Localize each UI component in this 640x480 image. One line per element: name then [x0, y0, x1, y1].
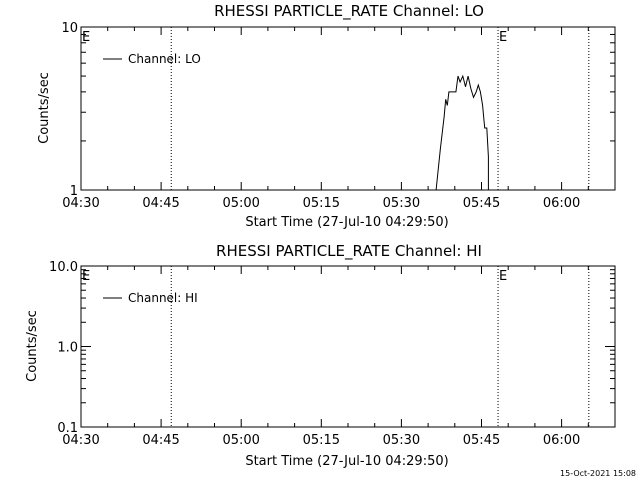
x-tick-label: 05:15 [303, 433, 340, 448]
panel-hi-legend-label: Channel: HI [128, 291, 198, 305]
x-tick-label: 05:45 [463, 433, 500, 448]
y-tick-label: 1 [70, 184, 78, 199]
x-tick-label: 05:30 [383, 433, 420, 448]
x-tick-label: 04:30 [62, 433, 99, 448]
panel-lo-ylabel: Counts/sec [37, 72, 52, 144]
panel-lo-title: RHESSI PARTICLE_RATE Channel: LO [214, 2, 484, 21]
panel-hi-ylabel: Counts/sec [25, 310, 40, 382]
x-tick-label: 06:00 [543, 196, 580, 211]
event-marker: E [499, 269, 507, 284]
x-tick-label: 05:45 [463, 196, 500, 211]
y-tick-label: 1.0 [57, 341, 78, 356]
event-marker: E [499, 30, 507, 45]
x-tick-label: 04:45 [142, 433, 179, 448]
x-tick-label: 05:15 [303, 196, 340, 211]
panel-hi-title: RHESSI PARTICLE_RATE Channel: HI [216, 242, 482, 261]
y-tick-label: 0.1 [57, 421, 78, 436]
panel-lo-legend-label: Channel: LO [128, 52, 201, 66]
panel-hi-xlabel: Start Time (27-Jul-10 04:29:50) [245, 454, 448, 469]
x-tick-label: 05:00 [222, 196, 259, 211]
panel-hi: RHESSI PARTICLE_RATE Channel: HI Counts/… [25, 242, 616, 469]
event-marker: E [82, 30, 90, 45]
y-tick-label: 10.0 [49, 260, 78, 275]
timestamp: 15-Oct-2021 15:08 [560, 469, 636, 478]
series-line-channello [435, 74, 489, 191]
x-tick-label: 04:45 [142, 196, 179, 211]
y-tick-label: 10 [61, 21, 78, 36]
x-tick-label: 05:30 [383, 196, 420, 211]
event-marker: E [82, 269, 90, 284]
x-tick-label: 06:00 [543, 433, 580, 448]
panel-lo-xlabel: Start Time (27-Jul-10 04:29:50) [245, 215, 448, 230]
x-tick-label: 04:30 [62, 196, 99, 211]
panel-lo: RHESSI PARTICLE_RATE Channel: LO Counts/… [37, 2, 616, 230]
x-tick-label: 05:00 [222, 433, 259, 448]
